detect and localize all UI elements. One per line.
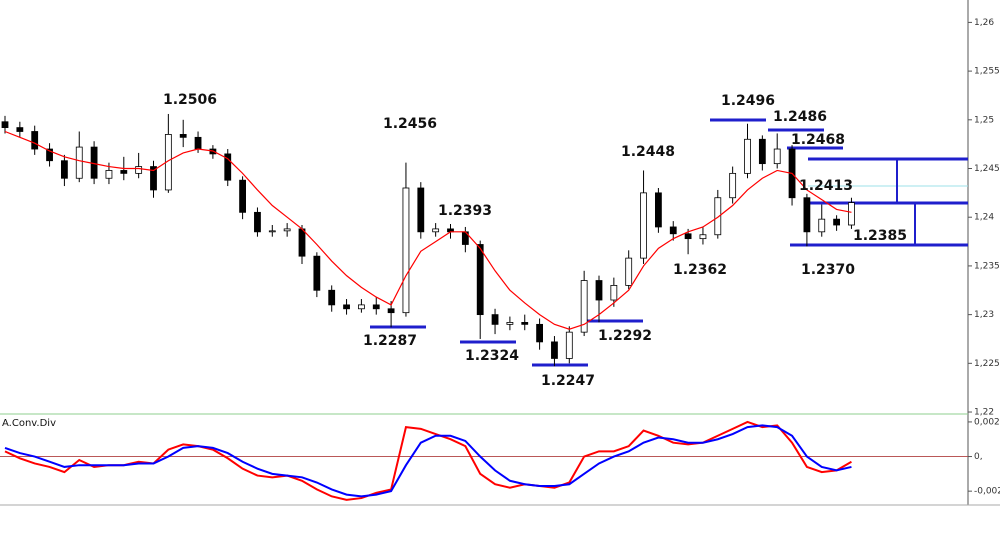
- candle-body: [684, 233, 692, 240]
- candle-body: [432, 228, 440, 233]
- y-tick-label: -0,002: [974, 487, 1000, 497]
- candle-body: [773, 148, 781, 165]
- candle-body: [744, 138, 751, 174]
- candle-body: [580, 280, 588, 333]
- candle-body: [521, 322, 529, 325]
- candle-body: [536, 323, 543, 343]
- candle-body: [328, 289, 336, 306]
- candle-body: [595, 280, 603, 301]
- line-series: [4, 424, 852, 498]
- candle-body: [506, 322, 514, 325]
- candle-body: [625, 257, 633, 286]
- candle-body: [46, 148, 53, 162]
- candle-body: [833, 218, 840, 226]
- level-annotation: 1.2413: [799, 178, 853, 194]
- y-tick-label: 0,002: [974, 417, 1000, 427]
- indicator-title: A.Conv.Div: [2, 418, 56, 429]
- candle-body: [610, 284, 618, 301]
- candle-body: [239, 179, 247, 213]
- level-annotation: 1.2468: [791, 132, 845, 148]
- candle-body: [387, 308, 395, 314]
- candle-body: [669, 226, 677, 235]
- candle-body: [61, 160, 68, 179]
- candle-body: [1, 121, 9, 129]
- candle-body: [372, 304, 380, 310]
- level-lines: [370, 118, 968, 367]
- level-annotation: 1.2393: [438, 203, 492, 219]
- level-annotation: 1.2448: [621, 144, 675, 160]
- candle-body: [254, 211, 261, 233]
- candle-body: [105, 170, 113, 179]
- candle-body: [268, 230, 276, 233]
- candle-body: [343, 304, 350, 310]
- candle-body: [491, 314, 499, 325]
- y-tick-label: 1,22: [974, 408, 994, 418]
- level-annotation: 1.2385: [853, 228, 907, 244]
- candle-body: [818, 218, 826, 233]
- candle-body: [313, 255, 321, 291]
- candle-body: [179, 134, 187, 138]
- candle-body: [31, 131, 39, 150]
- candle-body: [298, 228, 306, 257]
- line-series: [4, 130, 852, 330]
- level-annotation: 1.2496: [721, 93, 775, 109]
- candle-body: [283, 228, 291, 232]
- y-tick-label: 1,26: [974, 18, 994, 28]
- y-tick-label: 1,235: [974, 261, 1000, 271]
- level-annotation: 1.2324: [465, 348, 519, 364]
- candle-body: [417, 187, 425, 233]
- candle-body: [729, 172, 737, 199]
- y-tick-label: 1,225: [974, 359, 1000, 369]
- candle-body: [194, 136, 202, 150]
- candle-body: [75, 146, 83, 179]
- candle-body: [402, 187, 410, 314]
- candle-body: [120, 170, 128, 174]
- candle-body: [150, 166, 157, 191]
- candle-body: [848, 202, 855, 226]
- candle-body: [224, 153, 232, 181]
- level-annotation: 1.2456: [383, 116, 437, 132]
- candle-body: [16, 127, 24, 132]
- y-tick-label: 1,245: [974, 164, 1000, 174]
- candle-body: [640, 192, 647, 259]
- candle-body: [357, 304, 365, 310]
- y-tick-label: 0,: [974, 452, 983, 462]
- candle-body: [565, 331, 573, 359]
- level-annotation: 1.2370: [801, 262, 855, 278]
- y-tick-label: 1,25: [974, 115, 994, 125]
- level-annotation: 1.2486: [773, 109, 827, 125]
- candle-body: [758, 138, 766, 165]
- candle-body: [135, 166, 143, 174]
- candle-body: [803, 197, 811, 233]
- y-tick-label: 1,255: [974, 67, 1000, 77]
- level-annotation: 1.2292: [598, 328, 652, 344]
- level-annotation: 1.2506: [163, 92, 217, 108]
- candle-body: [699, 234, 707, 240]
- level-annotation: 1.2362: [673, 262, 727, 278]
- y-tick-label: 1,24: [974, 213, 994, 223]
- candle-body: [551, 341, 558, 359]
- level-annotation: 1.2247: [541, 373, 595, 389]
- candle-body: [714, 197, 722, 236]
- y-tick-label: 1,23: [974, 310, 994, 320]
- level-annotation: 1.2287: [363, 333, 417, 349]
- candle-body: [476, 244, 484, 316]
- candle-body: [655, 192, 662, 228]
